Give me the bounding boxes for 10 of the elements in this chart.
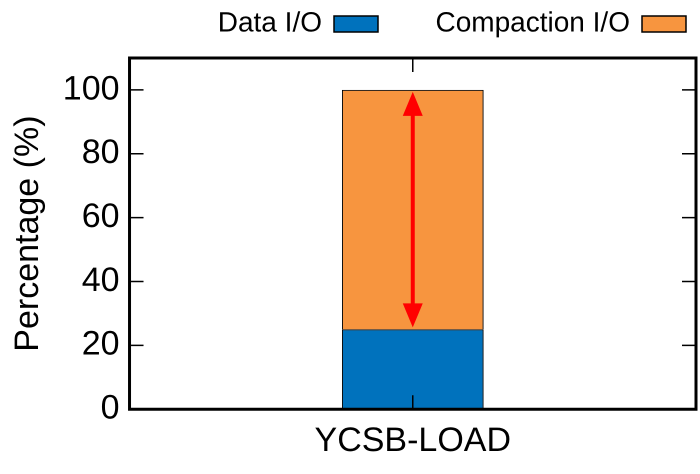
y-tick-label: 60 (82, 197, 120, 236)
y-tick-label: 80 (82, 133, 120, 172)
y-tick-label: 0 (100, 388, 120, 427)
y-tick-label: 100 (62, 69, 120, 108)
legend-label: Compaction I/O (435, 6, 630, 38)
legend-label: Data I/O (218, 6, 322, 38)
x-tick-label: YCSB-LOAD (314, 420, 512, 459)
y-tick-label: 20 (82, 324, 120, 363)
y-tick-label: 40 (82, 260, 120, 299)
y-axis-title: Percentage (%) (8, 115, 46, 352)
